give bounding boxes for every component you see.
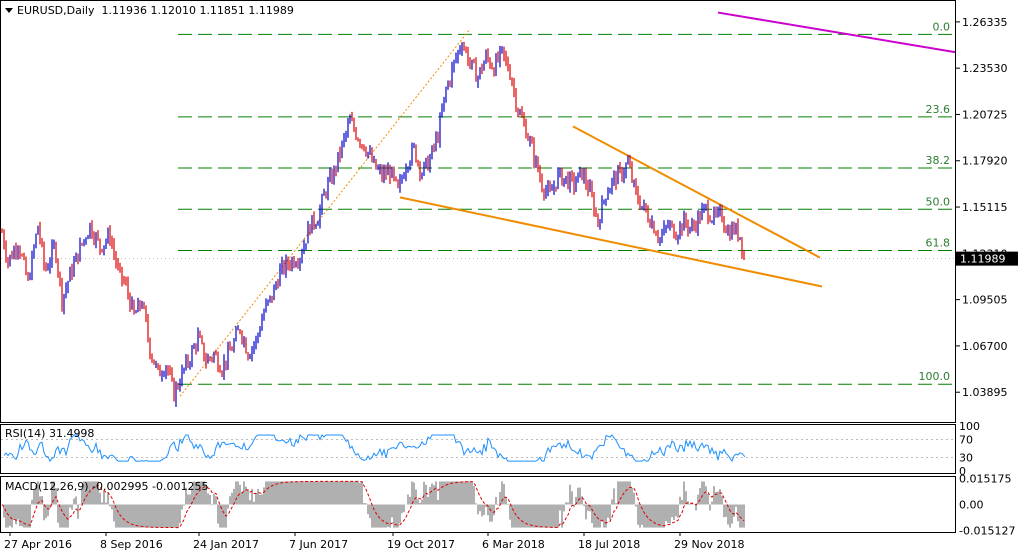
macd-axis-label: 0.00	[959, 499, 984, 512]
rsi-axis-label: 0	[959, 465, 966, 478]
y-tick-label: 1.03895	[962, 386, 1008, 399]
x-tick-label: 27 Apr 2016	[4, 538, 72, 551]
fib-level-label: 38.2	[926, 154, 951, 167]
symbol-header[interactable]: EURUSD,Daily 1.11936 1.12010 1.11851 1.1…	[5, 4, 294, 17]
x-tick-label: 19 Oct 2017	[387, 538, 455, 551]
y-tick-label: 1.20725	[962, 108, 1008, 121]
rsi-panel	[0, 424, 956, 474]
fib-level-label: 0.0	[933, 20, 951, 33]
rsi-label: RSI(14) 31.4998	[5, 427, 94, 440]
fib-level-label: 23.6	[926, 103, 951, 116]
y-tick-label: 1.15115	[962, 201, 1008, 214]
rsi-axis-label: 100	[959, 420, 980, 433]
fib-level-label: 61.8	[926, 237, 951, 250]
fib-level-label: 50.0	[926, 195, 951, 208]
y-tick-label: 1.17920	[962, 155, 1008, 168]
dropdown-triangle-icon[interactable]	[5, 8, 13, 13]
y-tick-label: 1.06700	[962, 340, 1008, 353]
fib-anchor-line	[179, 28, 471, 397]
lower-wedge-line	[399, 196, 823, 288]
y-tick-label: 1.09505	[962, 294, 1008, 307]
rsi-axis-label: 70	[959, 434, 973, 447]
x-tick-label: 29 Nov 2018	[674, 538, 744, 551]
x-tick-label: 7 Jun 2017	[289, 538, 348, 551]
x-tick-label: 6 Mar 2018	[482, 538, 545, 551]
fib-level-label: 100.0	[919, 370, 951, 383]
macd-label: MACD(12,26,9) -0.002995 -0.001255	[5, 480, 208, 493]
upper-wedge-line	[572, 125, 821, 259]
main-panel	[0, 0, 956, 423]
y-tick-label: 1.23530	[962, 62, 1008, 75]
current-price-value: 1.11989	[960, 253, 1006, 266]
x-tick-label: 18 Jul 2018	[578, 538, 640, 551]
macd-axis-label: -0.015127	[959, 524, 1015, 537]
y-tick-label: 1.26335	[962, 16, 1008, 29]
symbol-ohlc-label: EURUSD,Daily 1.11936 1.12010 1.11851 1.1…	[17, 4, 294, 17]
x-tick-label: 8 Sep 2016	[100, 538, 163, 551]
macd-signal-line	[1, 480, 745, 529]
current-price-badge: 1.11989	[956, 251, 1018, 266]
magenta-line-line	[717, 11, 955, 54]
macd-axis-label: 0.015175	[959, 473, 1012, 486]
rsi-line	[3, 434, 746, 463]
rsi-axis-label: 30	[959, 452, 973, 465]
x-tick-label: 24 Jan 2017	[193, 538, 259, 551]
